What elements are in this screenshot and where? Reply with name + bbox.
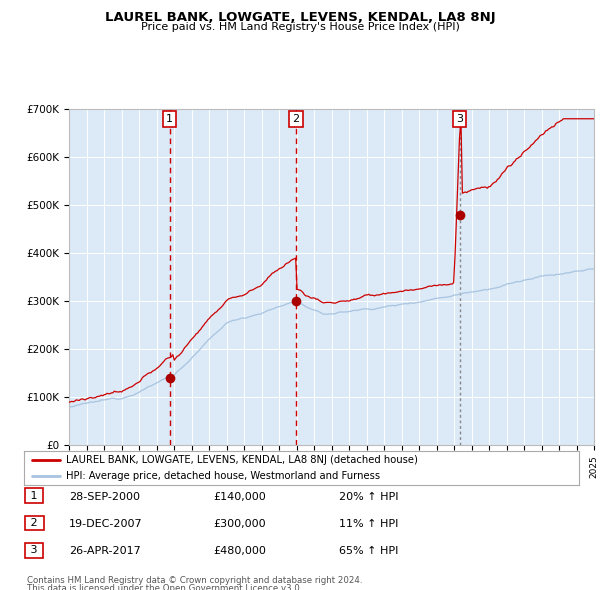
Text: This data is licensed under the Open Government Licence v3.0.: This data is licensed under the Open Gov… xyxy=(27,584,302,590)
Text: £480,000: £480,000 xyxy=(213,546,266,556)
Text: Price paid vs. HM Land Registry's House Price Index (HPI): Price paid vs. HM Land Registry's House … xyxy=(140,22,460,32)
Text: 1: 1 xyxy=(27,491,41,501)
Text: £140,000: £140,000 xyxy=(213,492,266,502)
Text: 3: 3 xyxy=(27,545,41,555)
Text: £300,000: £300,000 xyxy=(213,519,266,529)
Text: 20% ↑ HPI: 20% ↑ HPI xyxy=(339,492,398,502)
Text: 1: 1 xyxy=(166,114,173,124)
Text: 26-APR-2017: 26-APR-2017 xyxy=(69,546,141,556)
Text: Contains HM Land Registry data © Crown copyright and database right 2024.: Contains HM Land Registry data © Crown c… xyxy=(27,576,362,585)
Text: 2: 2 xyxy=(292,114,299,124)
Text: 3: 3 xyxy=(456,114,463,124)
Text: HPI: Average price, detached house, Westmorland and Furness: HPI: Average price, detached house, West… xyxy=(65,471,380,481)
Text: 11% ↑ HPI: 11% ↑ HPI xyxy=(339,519,398,529)
Text: LAUREL BANK, LOWGATE, LEVENS, KENDAL, LA8 8NJ: LAUREL BANK, LOWGATE, LEVENS, KENDAL, LA… xyxy=(104,11,496,24)
Text: LAUREL BANK, LOWGATE, LEVENS, KENDAL, LA8 8NJ (detached house): LAUREL BANK, LOWGATE, LEVENS, KENDAL, LA… xyxy=(65,455,418,465)
Text: 28-SEP-2000: 28-SEP-2000 xyxy=(69,492,140,502)
Text: 19-DEC-2007: 19-DEC-2007 xyxy=(69,519,143,529)
Text: 65% ↑ HPI: 65% ↑ HPI xyxy=(339,546,398,556)
Text: 2: 2 xyxy=(27,518,41,528)
